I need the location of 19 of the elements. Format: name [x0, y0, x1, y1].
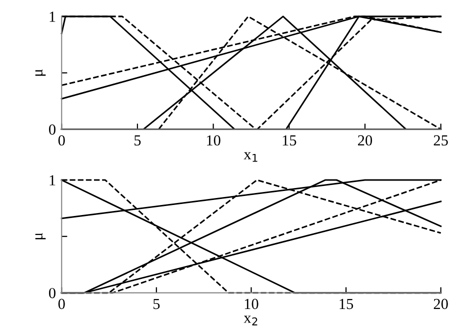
y-axis-title: μ — [35, 232, 46, 240]
y-tick-label: 0 — [49, 288, 56, 298]
x-axis-title: x$_{2}$ — [244, 316, 258, 326]
x-tick-label: 15 — [340, 298, 354, 310]
x-tick-label: 15 — [282, 135, 296, 146]
x-tick-label: 10 — [207, 135, 220, 146]
y-tick-label: 0 — [49, 124, 56, 135]
x-tick-label: 10 — [244, 298, 258, 310]
x-axis-title: x$_{1}$ — [244, 152, 258, 162]
y-tick-label: 1 — [50, 175, 56, 186]
x-tick-label: 0 — [58, 298, 65, 310]
x-tick-label: 0 — [58, 135, 65, 146]
y-tick-label: 1 — [50, 12, 56, 22]
y-axis-title: μ — [35, 69, 46, 76]
x-tick-label: 20 — [358, 135, 372, 146]
x-tick-label: 5 — [134, 135, 141, 146]
x-tick-label: 25 — [434, 135, 448, 146]
x-tick-label: 5 — [153, 298, 160, 310]
x-tick-label: 20 — [434, 298, 448, 310]
